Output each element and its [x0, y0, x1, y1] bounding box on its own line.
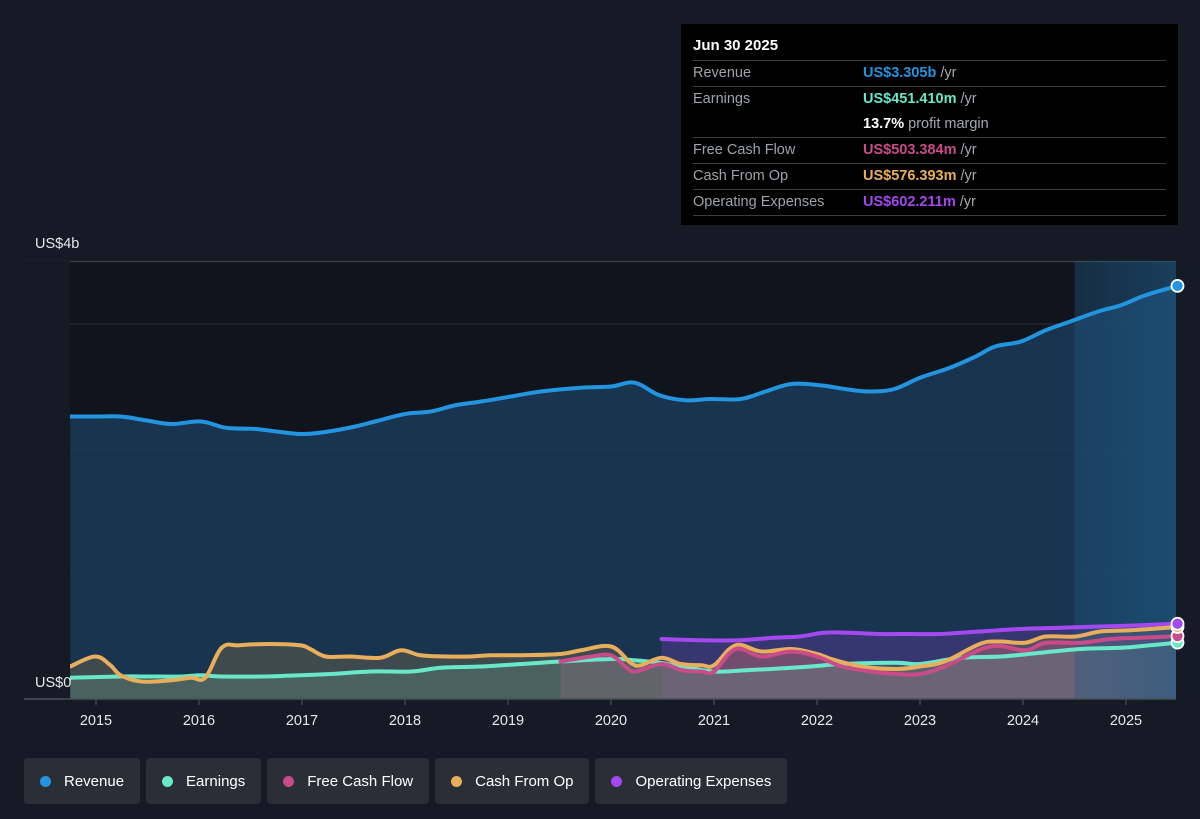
x-tick-label: 2016 — [183, 713, 215, 729]
x-tick-label: 2024 — [1007, 713, 1039, 729]
tooltip-row-unit: /yr — [959, 194, 976, 210]
x-tick-label: 2020 — [595, 713, 627, 729]
series-lines — [68, 284, 1176, 684]
revenue-end-marker[interactable] — [1170, 278, 1185, 293]
legend-dot-icon — [451, 775, 463, 787]
legend: Revenue Earnings Free Cash Flow Cash From O… — [24, 758, 788, 804]
revenue-line — [68, 284, 1176, 437]
legend-dot-icon — [40, 775, 51, 787]
tooltip-row: Cash From Op US$576.393m/yr — [693, 163, 1166, 189]
tooltip-row-label: Revenue — [693, 65, 752, 81]
free-cash-flow-line — [558, 634, 1176, 677]
left-mask — [24, 261, 70, 699]
tooltip-row: 13.7% profit margin — [693, 112, 1166, 137]
legend-dot-icon — [283, 775, 295, 787]
tooltip-row-label: Free Cash Flow — [693, 142, 796, 158]
tooltip-row-label — [693, 112, 863, 137]
cash-from-op-line — [68, 625, 1176, 684]
y-tick-label-top: US$4b — [35, 236, 79, 252]
legend-item-cash-from-op[interactable]: Cash From Op — [435, 758, 590, 804]
tooltip: Jun 30 2025 Revenue US$3.305b/yr Earnings U… — [681, 24, 1178, 225]
tooltip-row-label: Operating Expenses — [693, 194, 825, 210]
tooltip-row-value: US$451.410m — [863, 91, 957, 107]
legend-item-revenue[interactable]: Revenue — [24, 758, 141, 804]
legend-item-operating-expenses[interactable]: Operating Expenses — [595, 758, 788, 804]
legend-label: Cash From Op — [475, 772, 574, 790]
tooltip-divider — [693, 215, 1166, 217]
tooltip-row-value: US$503.384m — [863, 142, 957, 158]
legend-label: Revenue — [64, 772, 125, 790]
x-axis: 2015 2016 2017 2018 2019 2020 2021 2022 2023 2024… — [80, 699, 1142, 729]
earnings-line — [68, 640, 1176, 680]
revenue-area — [70, 286, 1176, 699]
tooltip-row-unit: /yr — [960, 91, 977, 107]
legend-dot-icon — [162, 775, 174, 787]
legend-item-earnings[interactable]: Earnings — [146, 758, 262, 804]
x-tick-label: 2023 — [904, 713, 936, 729]
legend-item-free-cash-flow[interactable]: Free Cash Flow — [267, 758, 430, 804]
y-tick-label-zero: US$0 — [35, 675, 71, 691]
tooltip-row-label: Earnings — [693, 91, 751, 107]
tooltip-row: Free Cash Flow US$503.384m/yr — [693, 137, 1166, 163]
tooltip-rows: Revenue US$3.305b/yr Earnings US$451.410m/y… — [693, 60, 1166, 215]
tooltip-row-unit: /yr — [960, 142, 977, 158]
x-tick-label: 2022 — [801, 713, 833, 729]
x-tick-label: 2018 — [389, 713, 421, 729]
x-tick-label: 2025 — [1110, 713, 1142, 729]
tooltip-row: Revenue US$3.305b/yr — [693, 60, 1166, 86]
earnings-area — [70, 642, 1176, 699]
tooltip-row-value: US$3.305b — [863, 65, 937, 81]
tooltip-date: Jun 30 2025 — [693, 37, 779, 54]
tooltip-row-unit: /yr — [960, 168, 977, 184]
x-tick-label: 2017 — [286, 713, 318, 729]
operating-expenses-line — [659, 621, 1176, 643]
tooltip-row-label: Cash From Op — [693, 168, 789, 184]
tooltip-row: Operating Expenses US$602.211m/yr — [693, 189, 1166, 215]
x-tick-label: 2019 — [492, 713, 524, 729]
tooltip-row-value: US$576.393m — [863, 168, 957, 184]
tooltip-row-unit: /yr — [940, 65, 957, 81]
end-markers — [1170, 278, 1185, 650]
legend-label: Free Cash Flow — [307, 772, 414, 790]
tooltip-row-value: 13.7% — [863, 116, 905, 132]
tooltip-row-value: US$602.211m — [863, 194, 956, 210]
x-tick-label: 2021 — [698, 713, 730, 729]
legend-label: Operating Expenses — [635, 772, 772, 790]
x-tick-label: 2015 — [80, 713, 112, 729]
legend-label: Earnings — [186, 772, 246, 790]
operating-expenses-end-marker[interactable] — [1170, 616, 1185, 631]
tooltip-row-unit: profit margin — [908, 116, 989, 132]
tooltip-row: Earnings US$451.410m/yr — [693, 86, 1166, 112]
legend-dot-icon — [611, 775, 623, 787]
